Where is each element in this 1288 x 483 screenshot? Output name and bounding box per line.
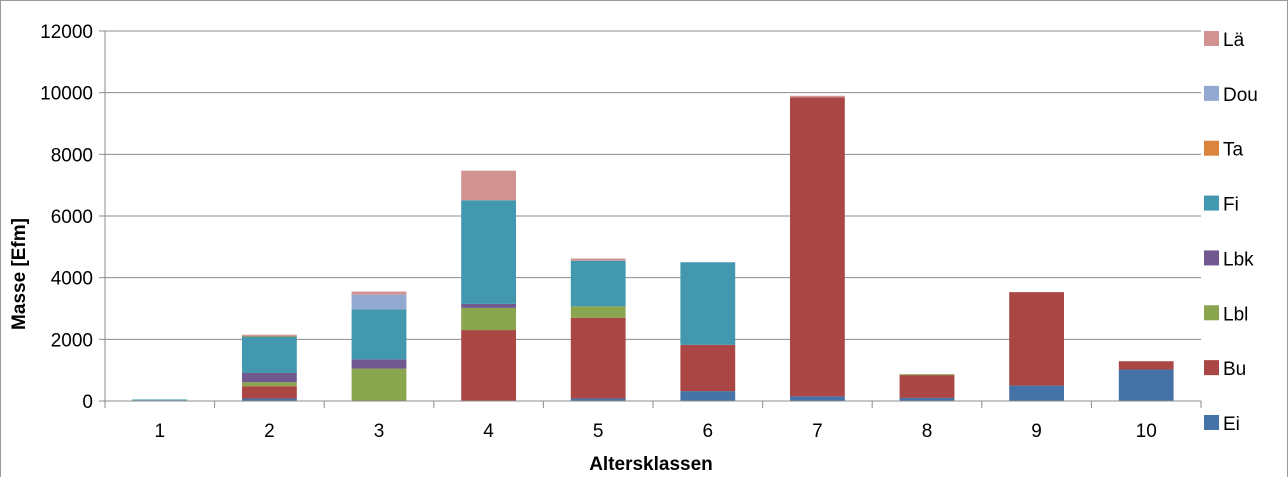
bar-segment-Lbk-3 (351, 359, 407, 369)
bar-segment-Lä-5 (570, 258, 626, 261)
bar-segment-Fi-5 (570, 260, 626, 307)
legend-swatch-Lbl (1204, 305, 1219, 321)
bar-segment-Ei-9 (1009, 385, 1064, 401)
legend-label-Ei: Ei (1223, 414, 1240, 435)
bar-segment-Ei-5 (570, 398, 626, 401)
legend-label-Ta: Ta (1223, 140, 1244, 161)
y-axis-title: Masse [Efm] (9, 218, 30, 330)
legend-label-Lbl: Lbl (1223, 304, 1248, 325)
legend-swatch-Dou (1204, 85, 1219, 101)
bar-segment-Ta-2 (242, 335, 297, 337)
x-tick-label: 4 (483, 421, 494, 442)
legend-swatch-Lä (1204, 31, 1219, 46)
y-tick-label: 10000 (40, 84, 93, 105)
legend-label-Dou: Dou (1223, 85, 1258, 106)
x-tick-label: 8 (922, 421, 933, 442)
bar-segment-Lbl-4 (461, 307, 516, 331)
axes (99, 30, 1202, 408)
x-tick-label: 7 (812, 421, 823, 442)
bar-segment-Ei-8 (899, 397, 955, 401)
bar-segment-Bu-7 (790, 97, 845, 397)
bar-segment-Ei-2 (242, 398, 297, 401)
bar-segment-Fi-6 (680, 262, 736, 345)
bar-segment-Dou-3 (351, 294, 407, 310)
legend-swatch-Ta (1204, 140, 1219, 156)
x-tick-label: 2 (264, 421, 275, 442)
bar-segment-Bu-8 (899, 375, 955, 398)
y-tick-label: 2000 (51, 330, 93, 351)
legend-swatch-Lbk (1204, 250, 1219, 266)
bar-segment-Fi-4 (461, 200, 516, 304)
legend-label-Lä: Lä (1223, 30, 1245, 51)
bar-segment-Lbl-2 (242, 382, 297, 387)
x-tick-label: 1 (155, 421, 166, 442)
x-tick-label: 10 (1136, 421, 1157, 442)
legend-label-Fi: Fi (1223, 195, 1239, 216)
bar-segment-Lä-4 (461, 170, 516, 201)
bar-segment-Fi-2 (242, 336, 297, 373)
bar-segment-Ei-6 (680, 391, 736, 401)
bar-segment-Fi-3 (351, 309, 407, 360)
bar-segment-Fi-1 (132, 399, 188, 401)
x-tick-labels: 1 2 3 4 5 6 7 8 9 10 (155, 421, 1157, 442)
y-tick-label: 6000 (51, 207, 93, 228)
y-tick-label: 0 (82, 392, 93, 413)
bar-segment-Lä-2 (242, 334, 297, 336)
bar-segment-Bu-2 (242, 386, 297, 399)
bar-segment-Ei-10 (1118, 369, 1174, 401)
y-tick-label: 4000 (51, 269, 93, 290)
bar-segment-Bu-9 (1009, 292, 1064, 386)
y-tick-labels: 0 2000 4000 6000 8000 10000 12000 (40, 22, 93, 413)
legend: Lä Dou Ta Fi Lbk Lbl Bu Ei (1204, 30, 1258, 435)
legend-swatch-Fi (1204, 195, 1219, 211)
bar-segment-Lbk-2 (242, 372, 297, 383)
y-tick-label: 12000 (40, 22, 93, 43)
bar-segment-Lbk-4 (461, 303, 516, 308)
legend-swatch-Ei (1204, 415, 1219, 430)
bar-segment-Bu-5 (570, 317, 626, 399)
bar-segment-Lä-7 (790, 95, 845, 98)
x-axis-title: Altersklassen (589, 454, 713, 475)
x-tick-label: 5 (593, 421, 604, 442)
x-tick-label: 6 (703, 421, 714, 442)
y-tick-label: 8000 (51, 145, 93, 166)
bar-segment-Lä-3 (351, 291, 407, 295)
legend-label-Lbk: Lbk (1223, 249, 1254, 270)
bar-segment-Bu-10 (1118, 361, 1174, 370)
x-tick-label: 3 (374, 421, 385, 442)
legend-label-Bu: Bu (1223, 359, 1246, 380)
bars (132, 95, 1174, 401)
x-tick-label: 9 (1031, 421, 1042, 442)
bar-segment-Bu-4 (461, 330, 516, 401)
bar-segment-Ei-7 (790, 396, 845, 401)
bar-segment-Lbl-5 (570, 306, 626, 318)
legend-swatch-Bu (1204, 360, 1219, 376)
bar-segment-Bu-6 (680, 344, 736, 392)
bar-segment-Lbl-3 (351, 368, 407, 401)
bar-segment-Lbl-8 (899, 374, 955, 376)
